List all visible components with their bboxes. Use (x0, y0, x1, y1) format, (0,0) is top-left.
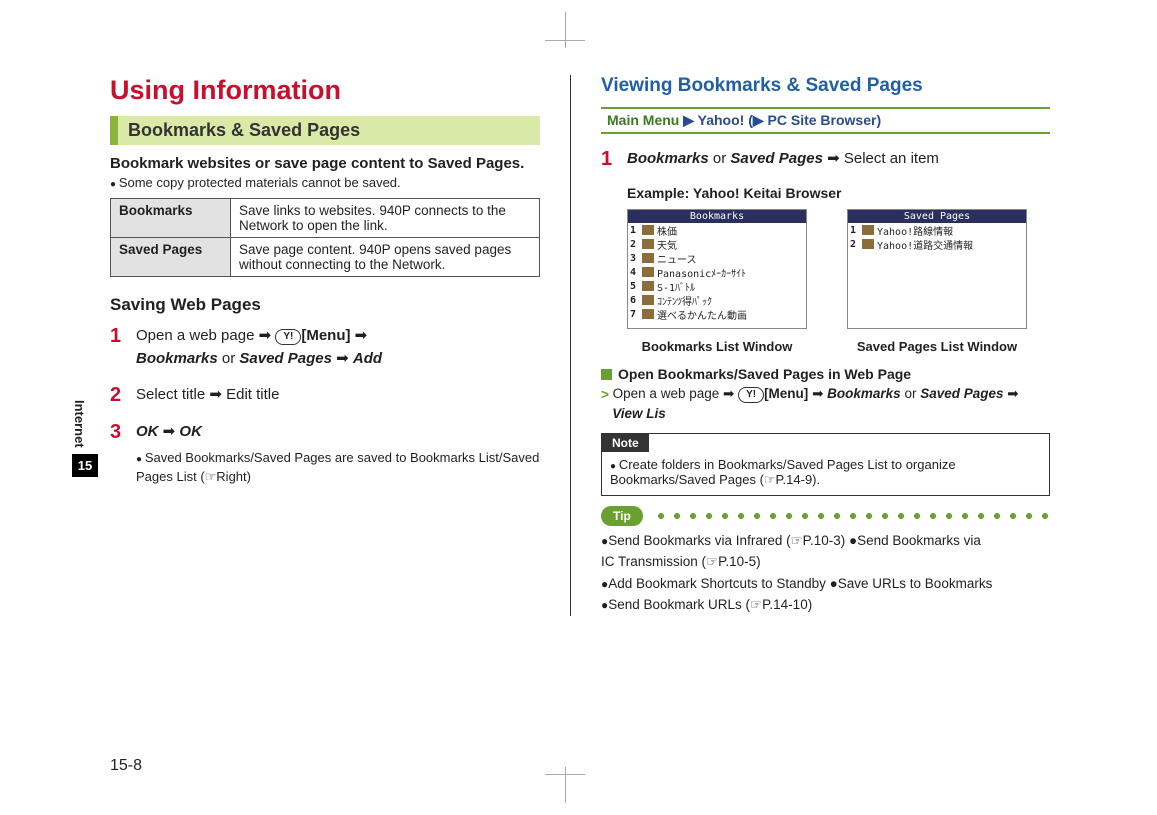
caption-left: Bookmarks List Window (627, 339, 807, 354)
note-body: Create folders in Bookmarks/Saved Pages … (602, 452, 1049, 495)
table-desc: Save page content. 940P opens saved page… (231, 238, 540, 277)
lead-note: Some copy protected materials cannot be … (110, 175, 540, 190)
step-body: Bookmarks or Saved Pages ➡ Select an ite… (627, 148, 939, 171)
table-row: Bookmarks Save links to websites. 940P c… (111, 199, 540, 238)
step-2: 2 Select title ➡ Edit title (110, 384, 540, 407)
phone-savedpages: Saved Pages 1Yahoo!路線情報 2Yahoo!道路交通情報 (847, 209, 1027, 329)
subheading: Saving Web Pages (110, 295, 540, 315)
phone-title: Bookmarks (628, 210, 806, 223)
note-label: Note (602, 434, 649, 452)
bookmark-icon (642, 225, 654, 235)
lead-text: Bookmark websites or save page content t… (110, 155, 540, 172)
table-row: Saved Pages Save page content. 940P open… (111, 238, 540, 277)
side-chapter: 15 (72, 454, 98, 477)
crop-mark (565, 12, 595, 48)
tip-label: Tip (601, 506, 643, 526)
note-box: Note Create folders in Bookmarks/Saved P… (601, 433, 1050, 496)
definitions-table: Bookmarks Save links to websites. 940P c… (110, 198, 540, 277)
step-number: 1 (110, 325, 136, 370)
bookmark-icon (642, 281, 654, 291)
key-icon: Y! (275, 329, 301, 345)
step-number: 2 (110, 384, 136, 407)
step-number: 3 (110, 421, 136, 487)
step-body: OK ➡ OK Saved Bookmarks/Saved Pages are … (136, 421, 540, 487)
main-menu-path: Main Menu ▶ Yahoo! (▶ PC Site Browser) (601, 107, 1050, 134)
key-icon: Y! (738, 387, 764, 403)
phone-captions: Bookmarks List Window Saved Pages List W… (627, 335, 1050, 354)
bookmark-icon (642, 239, 654, 249)
open-heading: Open Bookmarks/Saved Pages in Web Page (601, 366, 1050, 382)
triangle-icon: ▶ (753, 112, 768, 128)
page-icon (862, 225, 874, 235)
right-column: Viewing Bookmarks & Saved Pages Main Men… (570, 75, 1050, 616)
triangle-icon: ▶ (683, 112, 697, 128)
table-desc: Save links to websites. 940P connects to… (231, 199, 540, 238)
mainmenu-label: Main Menu (607, 112, 679, 128)
page-number: 15-8 (110, 757, 142, 775)
bookmark-icon (642, 309, 654, 319)
step-body: Select title ➡ Edit title (136, 384, 279, 407)
side-label: Internet (72, 400, 87, 448)
page-icon (862, 239, 874, 249)
mainmenu-item: PC Site Browser) (768, 112, 882, 128)
right-title: Viewing Bookmarks & Saved Pages (601, 75, 1050, 97)
main-title: Using Information (110, 75, 540, 106)
phone-title: Saved Pages (848, 210, 1026, 223)
example-label: Example: Yahoo! Keitai Browser (627, 185, 1050, 201)
step-subnote: Saved Bookmarks/Saved Pages are saved to… (136, 448, 540, 487)
table-label: Bookmarks (111, 199, 231, 238)
bookmark-icon (642, 253, 654, 263)
crop-mark (545, 774, 585, 775)
phone-screens: Bookmarks 1株価 2天気 3ニュース 4Panasonicﾒｰｶｰｻｲ… (627, 209, 1050, 329)
mainmenu-item: Yahoo! ( (698, 112, 753, 128)
left-column: Using Information Bookmarks & Saved Page… (110, 75, 570, 616)
side-tab: Internet 15 (72, 400, 100, 477)
phone-bookmarks: Bookmarks 1株価 2天気 3ニュース 4Panasonicﾒｰｶｰｻｲ… (627, 209, 807, 329)
table-label: Saved Pages (111, 238, 231, 277)
tip-body: Send Bookmarks via Infrared (☞P.10-3) ●S… (601, 530, 1050, 616)
step-number: 1 (601, 148, 627, 171)
bookmark-icon (642, 267, 654, 277)
right-step-1: 1 Bookmarks or Saved Pages ➡ Select an i… (601, 148, 1050, 171)
bookmark-icon (642, 295, 654, 305)
chevron-icon: > (601, 385, 609, 405)
tip-dots-icon (653, 513, 1050, 519)
square-icon (601, 369, 612, 380)
page-body: Using Information Bookmarks & Saved Page… (110, 75, 1050, 616)
open-body: > Open a web page ➡ Y![Menu] ➡ Bookmarks… (601, 384, 1050, 425)
tip-header: Tip (601, 506, 1050, 526)
step-1: 1 Open a web page ➡ Y![Menu] ➡ Bookmarks… (110, 325, 540, 370)
step-body: Open a web page ➡ Y![Menu] ➡ Bookmarks o… (136, 325, 382, 370)
crop-mark (545, 40, 585, 41)
step-3: 3 OK ➡ OK Saved Bookmarks/Saved Pages ar… (110, 421, 540, 487)
caption-right: Saved Pages List Window (847, 339, 1027, 354)
crop-mark (565, 767, 595, 803)
section-heading: Bookmarks & Saved Pages (110, 116, 540, 145)
